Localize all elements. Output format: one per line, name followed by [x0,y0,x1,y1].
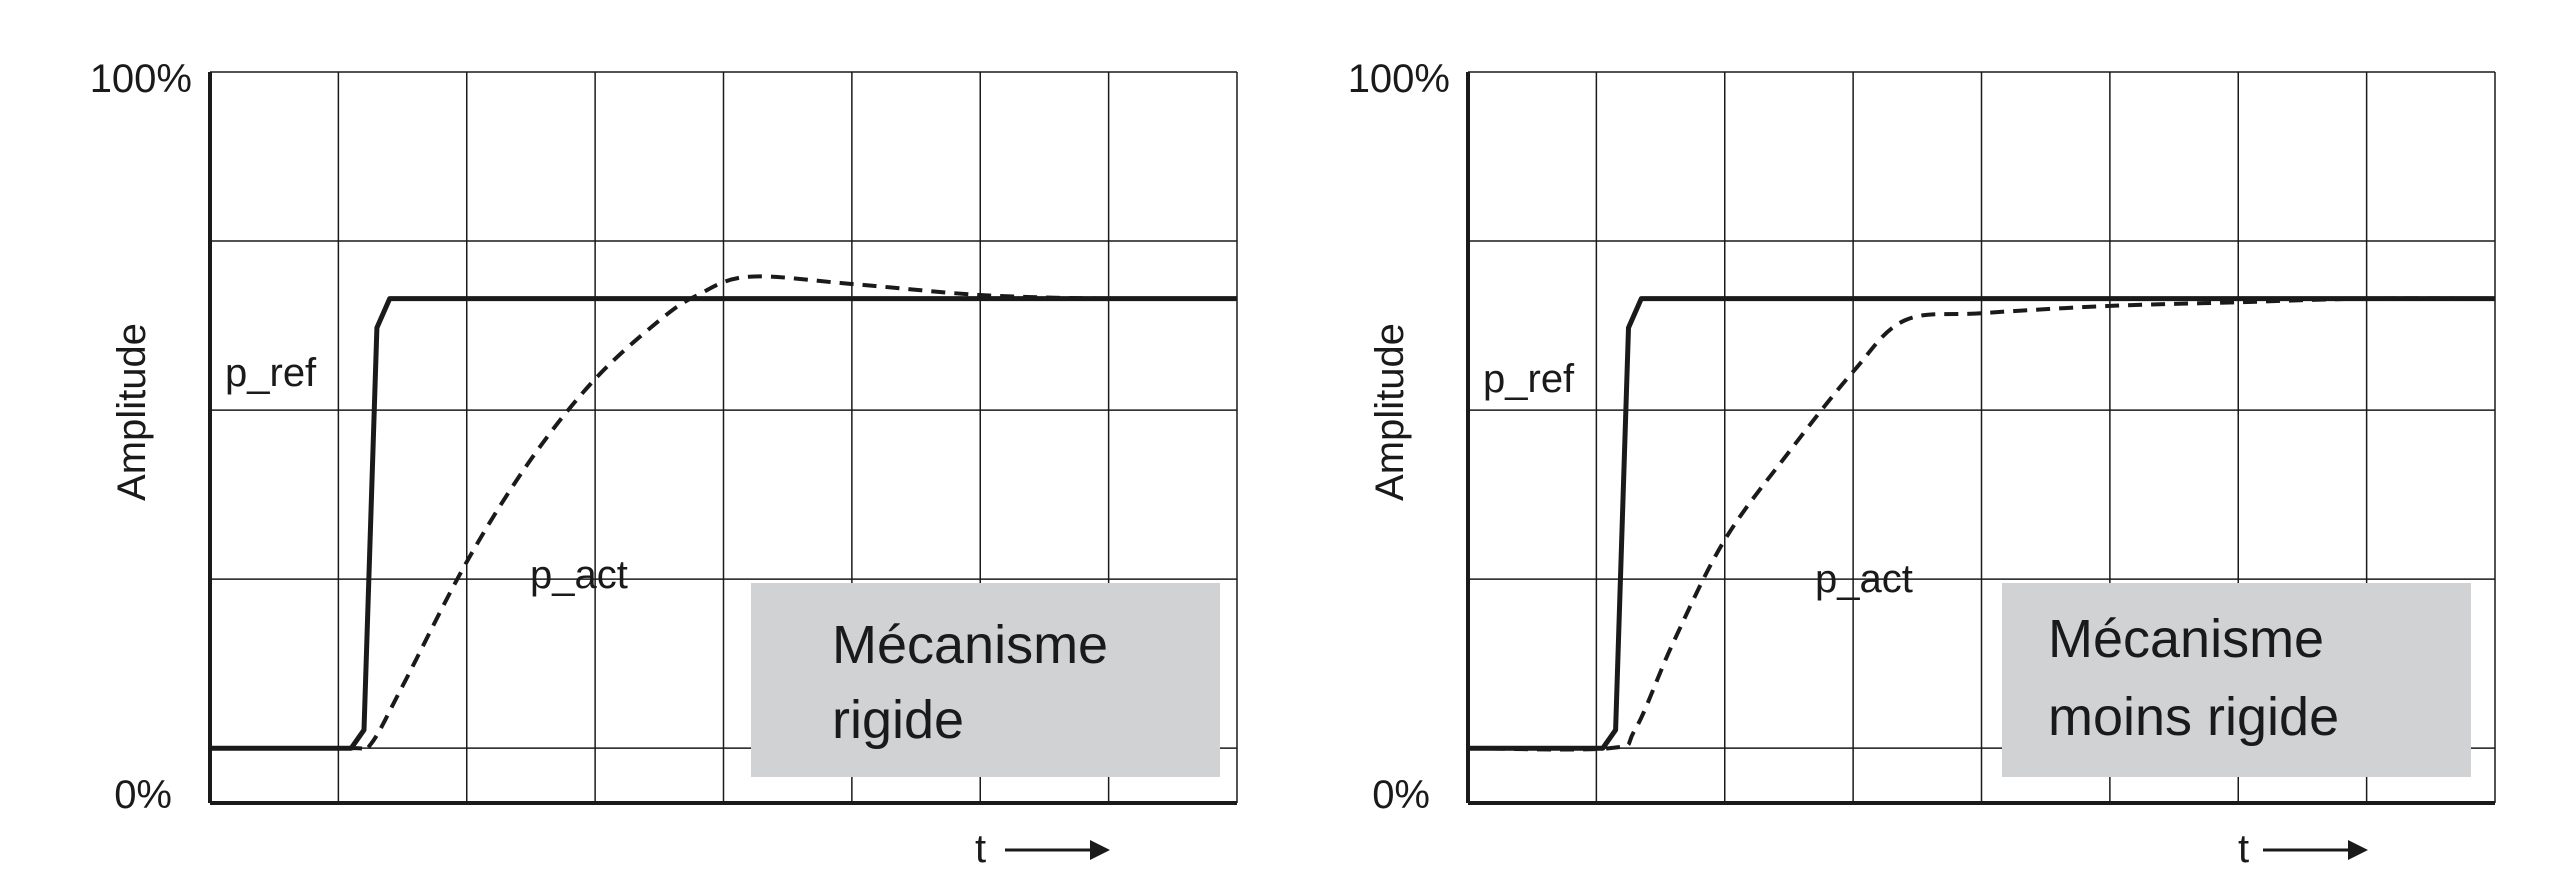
x-axis-label: t [975,827,986,871]
annotation-line-2: moins rigide [2048,687,2339,747]
series-label-p-ref: p_ref [225,351,317,395]
series-label-p-act: p_act [1815,557,1913,601]
y-tick-100: 100% [1348,57,1450,101]
series-label-p-act: p_act [530,553,628,597]
series-line-p-act [209,274,1238,753]
chart-rigid: Mécanisme rigide 100% 0% Amplitude p_ref… [90,57,1238,871]
series [209,274,1238,753]
series-label-p-ref: p_ref [1483,357,1575,401]
series-line-p-act [1467,296,2496,752]
x-axis-arrow-icon [1005,840,1110,860]
x-axis-arrow-icon [2263,840,2368,860]
annotation-box-bg [2002,583,2471,777]
axes [1466,72,2495,805]
axes [208,72,1237,805]
y-tick-100: 100% [90,57,192,101]
y-axis-label: Amplitude [1368,323,1412,501]
annotation-line-1: Mécanisme [2048,609,2324,669]
chart-less-rigid: Mécanisme moins rigide 100% 0% Amplitude… [1348,57,2496,871]
annotation-box-bg [751,583,1220,777]
annotation-box: Mécanisme moins rigide [2002,583,2471,777]
x-axis-label: t [2238,827,2249,871]
y-tick-0: 0% [114,773,172,817]
series-line-p-ref [1468,296,2495,751]
annotation-line-2: rigide [832,690,964,750]
annotation-line-1: Mécanisme [832,615,1108,675]
y-tick-0: 0% [1372,773,1430,817]
y-axis-label: Amplitude [110,323,154,501]
series [1467,296,2496,752]
annotation-box: Mécanisme rigide [751,583,1220,777]
